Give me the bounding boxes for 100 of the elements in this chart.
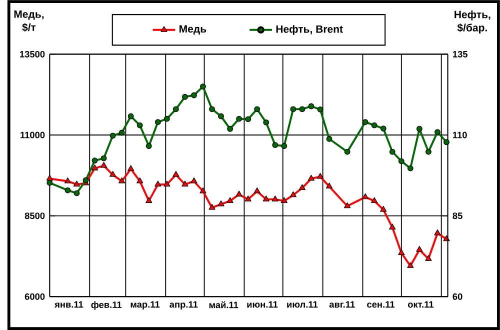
- point: [389, 148, 396, 155]
- point: [371, 197, 378, 203]
- point: [136, 177, 144, 184]
- point: [118, 177, 126, 184]
- point: [128, 113, 134, 120]
- x-tick-label: сен.11: [367, 301, 395, 308]
- y-tick-label: 13500: [20, 50, 45, 58]
- point: [316, 172, 324, 179]
- x-tick-label: апр.11: [170, 301, 198, 310]
- point: [172, 170, 180, 177]
- point: [236, 190, 242, 196]
- point: [317, 106, 324, 112]
- point: [218, 200, 224, 206]
- point: [398, 158, 404, 164]
- y2-tick-label: 135: [453, 50, 468, 58]
- point: [64, 177, 71, 184]
- x-tick-label: янв.11: [54, 301, 84, 308]
- point: [64, 187, 71, 194]
- point: [164, 116, 170, 122]
- point: [226, 197, 234, 203]
- point: [299, 106, 306, 112]
- point: [407, 165, 414, 172]
- point: [444, 139, 450, 146]
- point: [416, 126, 422, 132]
- point: [434, 229, 441, 236]
- point: [110, 170, 116, 177]
- point: [146, 197, 152, 203]
- x-tick-label: июн.11: [247, 301, 278, 308]
- point: [254, 106, 260, 112]
- point: [154, 180, 162, 186]
- point: [407, 262, 414, 268]
- point: [91, 164, 98, 170]
- point: [416, 246, 423, 252]
- point: [425, 254, 432, 261]
- point: [434, 129, 440, 136]
- x-tick-label: фев.11: [91, 301, 122, 310]
- point: [218, 113, 224, 120]
- point: [110, 132, 116, 139]
- point: [272, 142, 278, 148]
- point: [290, 191, 296, 198]
- y-tick-label: 8500: [24, 212, 45, 220]
- point: [191, 92, 197, 98]
- x-tick-label: окт.11: [408, 301, 434, 308]
- y2-tick-label: 110: [453, 132, 467, 138]
- point: [425, 148, 432, 155]
- point: [100, 155, 107, 162]
- point: [263, 119, 270, 126]
- y2-tick-label: 85: [452, 212, 462, 220]
- y-tick-label: 11000: [20, 132, 45, 138]
- point: [344, 148, 350, 155]
- point: [281, 142, 288, 149]
- point: [200, 84, 206, 90]
- y-axis-title: Медь, $/т: [14, 10, 44, 32]
- point: [200, 187, 206, 194]
- point: [182, 94, 188, 100]
- point: [136, 122, 143, 128]
- point: [308, 103, 314, 110]
- point: [92, 158, 98, 164]
- y2-axis-title: Нефть, $/бар.: [454, 10, 490, 34]
- point: [344, 202, 351, 208]
- point: [326, 182, 333, 188]
- point: [244, 196, 252, 202]
- point: [182, 180, 188, 186]
- point: [164, 180, 170, 186]
- point: [362, 193, 369, 200]
- point: [236, 116, 242, 122]
- y2-tick-label: 60: [452, 293, 462, 300]
- legend-label: Нефть, Brent: [276, 25, 343, 35]
- point: [398, 249, 405, 255]
- point: [280, 197, 288, 203]
- point: [254, 187, 260, 194]
- point: [146, 142, 152, 149]
- point: [298, 184, 306, 190]
- point: [172, 106, 179, 112]
- x-tick-label: авг.11: [329, 301, 355, 308]
- point: [371, 122, 378, 128]
- point: [73, 180, 80, 186]
- point: [272, 196, 278, 202]
- y-tick-label: 6000: [24, 293, 45, 300]
- point: [380, 126, 386, 132]
- point: [190, 177, 198, 184]
- point: [380, 206, 387, 212]
- x-tick-label: мар.11: [130, 301, 160, 310]
- point: [290, 106, 296, 112]
- point: [100, 162, 108, 168]
- point: [362, 119, 368, 125]
- point: [128, 165, 134, 171]
- point: [262, 196, 270, 202]
- point: [208, 204, 216, 210]
- point: [209, 106, 215, 112]
- point: [46, 174, 53, 181]
- point: [245, 116, 252, 122]
- legend-label: Медь: [180, 25, 206, 35]
- point: [326, 136, 332, 142]
- point: [46, 180, 53, 186]
- x-tick-label: июл.11: [287, 301, 318, 308]
- point: [118, 130, 125, 136]
- point: [74, 190, 80, 196]
- point: [154, 119, 161, 125]
- point: [308, 174, 315, 181]
